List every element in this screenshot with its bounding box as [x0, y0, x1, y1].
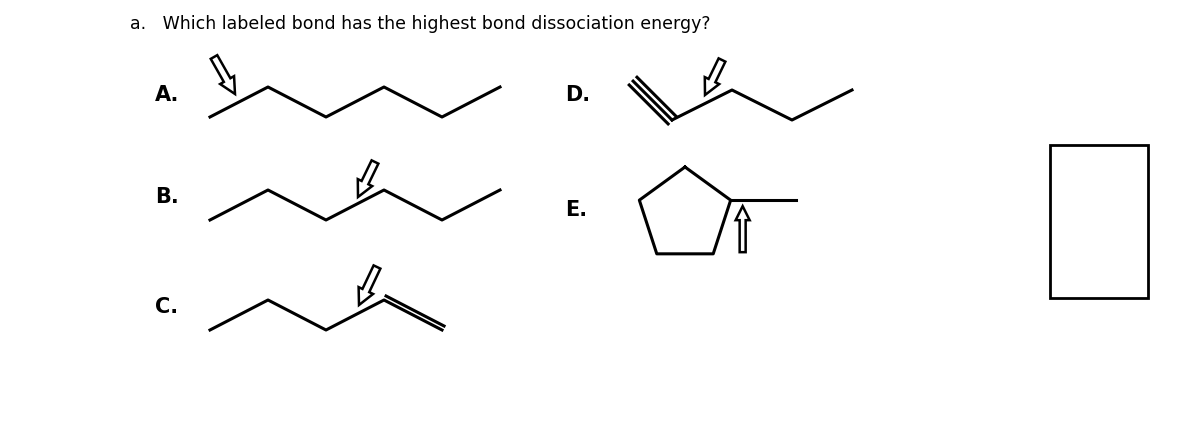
Polygon shape	[736, 206, 750, 252]
Polygon shape	[704, 58, 725, 95]
Text: A.: A.	[155, 85, 179, 105]
Polygon shape	[359, 265, 380, 305]
Polygon shape	[358, 160, 378, 197]
Text: B.: B.	[155, 187, 179, 207]
Text: a.   Which labeled bond has the highest bond dissociation energy?: a. Which labeled bond has the highest bo…	[130, 15, 710, 33]
Text: E.: E.	[565, 200, 587, 220]
Text: D.: D.	[565, 85, 590, 105]
Polygon shape	[211, 55, 235, 94]
Bar	[1050, 144, 1148, 298]
Text: C.: C.	[155, 297, 178, 317]
